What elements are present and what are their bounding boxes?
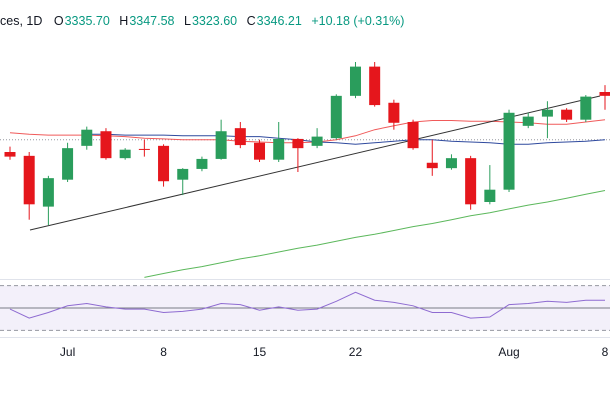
candle-body xyxy=(426,162,438,169)
x-tick-label: Aug xyxy=(498,345,519,359)
candle-body xyxy=(522,116,534,126)
close-value: 3346.21 xyxy=(256,14,302,28)
candle-body xyxy=(484,189,496,202)
rsi-line xyxy=(9,291,605,319)
candle-body xyxy=(215,131,227,159)
candle-body xyxy=(388,102,400,123)
x-tick-label: Jul xyxy=(60,345,75,359)
x-tick-label: 22 xyxy=(349,345,363,359)
moving-average xyxy=(86,133,606,145)
high-label: H xyxy=(119,14,129,28)
open-label: O xyxy=(53,14,64,28)
candle-body xyxy=(407,122,419,149)
x-axis: Jul 8 15 22 Aug 8 xyxy=(60,345,609,359)
candle-body xyxy=(62,148,74,180)
low-label: L xyxy=(183,14,191,28)
open-value: 3335.70 xyxy=(64,14,110,28)
candle-body xyxy=(23,155,35,205)
candle-body xyxy=(599,92,610,96)
candle-body xyxy=(292,138,304,149)
candle-body xyxy=(465,158,477,205)
candle-body xyxy=(254,142,266,160)
x-tick-label: 15 xyxy=(253,345,267,359)
candle-body xyxy=(445,158,457,169)
candle-body xyxy=(158,145,170,182)
candle-body xyxy=(561,109,573,120)
candle-body xyxy=(138,148,150,150)
low-value: 3323.60 xyxy=(191,14,238,28)
rsi-pane xyxy=(0,285,610,331)
x-tick-label: 8 xyxy=(160,345,167,359)
candle-body xyxy=(234,128,246,146)
candle-body xyxy=(81,129,93,146)
legend-header: ces, 1D O3335.70 H3347.58 L3323.60 C3346… xyxy=(0,14,410,28)
candle-body xyxy=(119,149,131,159)
candle-body xyxy=(273,138,285,160)
high-value: 3347.58 xyxy=(129,14,175,28)
candle-body xyxy=(177,168,189,180)
candle-body xyxy=(311,136,323,146)
candle-body xyxy=(100,131,112,159)
close-label: C xyxy=(246,14,256,28)
moving-average xyxy=(144,190,606,278)
candle-body xyxy=(580,96,592,120)
candle-body xyxy=(196,158,208,169)
change-value: +10.18 (+0.31%) xyxy=(311,14,405,28)
candle-body xyxy=(541,109,553,117)
candle-body xyxy=(503,112,515,190)
symbol: ces, 1D xyxy=(0,14,43,28)
candle-body xyxy=(4,152,16,157)
candles xyxy=(4,62,610,226)
x-tick-label: 8 xyxy=(602,345,609,359)
candle-body xyxy=(42,178,54,207)
candle-body xyxy=(349,66,361,96)
candle-body xyxy=(369,66,381,106)
candle-body xyxy=(330,95,342,139)
